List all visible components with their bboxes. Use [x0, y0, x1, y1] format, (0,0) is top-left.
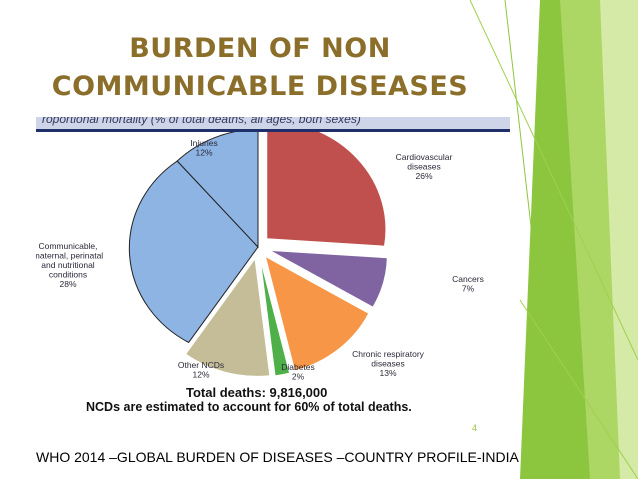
- total-deaths-text: Total deaths: 9,816,000: [186, 385, 327, 400]
- slice-label-3: Diabetes 2%: [281, 362, 315, 382]
- pie-labels: Cardiovascular diseases 26% Cancers 7% Chroni…: [36, 138, 484, 382]
- slice-label-4: Other NCDs 12%: [178, 360, 224, 380]
- slide-title: BURDEN OF NON COMMUNICABLE DISEASES: [40, 30, 480, 106]
- cropped-chart-header: roportional mortality (% of total deaths…: [36, 117, 510, 132]
- pie-slice-communicable: [128, 160, 259, 344]
- source-footer: WHO 2014 –GLOBAL BURDEN OF DISEASES –COU…: [36, 449, 519, 465]
- pie-slice-chronic-respiratory: [264, 255, 370, 372]
- green-line-3: [519, 299, 638, 479]
- pie-chart: Cardiovascular diseases 26% Cancers 7% Chroni…: [36, 132, 484, 414]
- slice-label-5: Communicable, maternal, perinatal and nutr…: [36, 241, 103, 289]
- ncd-note-text: NCDs are estimated to account for 60% of…: [86, 400, 412, 414]
- pie-slice-injuries: [176, 132, 259, 249]
- green-line-1: [504, 0, 561, 479]
- slice-label-0: Cardiovascular diseases 26%: [396, 152, 453, 181]
- slice-label-1: Cancers 7%: [452, 274, 484, 294]
- slice-label-2: Chronic respiratory diseases 13%: [352, 349, 425, 378]
- title-line-2: COMMUNICABLE DISEASES: [51, 71, 469, 102]
- title-line-1: BURDEN OF NON: [129, 33, 391, 64]
- pie-slice-diabetes: [259, 258, 291, 377]
- page-number: 4: [472, 423, 478, 433]
- pie-slices: [128, 132, 388, 377]
- green-ribbon-light: [600, 0, 638, 479]
- slice-label-6: Injuries 12%: [190, 138, 217, 158]
- pie-slice-cancers: [269, 249, 388, 308]
- green-line-2: [469, 0, 638, 361]
- cropped-chart-header-text: roportional mortality (% of total deaths…: [42, 117, 361, 126]
- pie-slice-other-ncds: [184, 257, 271, 377]
- pie-slice-cardiovascular: [266, 132, 387, 247]
